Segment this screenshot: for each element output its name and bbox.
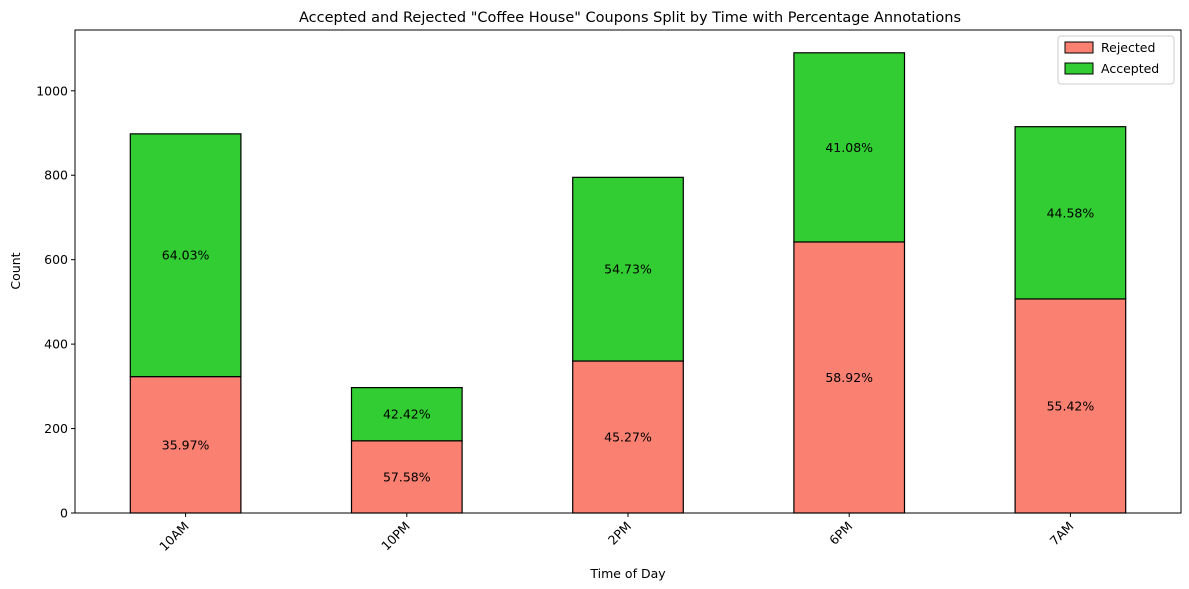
x-tick-label: 7AM <box>1047 519 1077 549</box>
data-label-accepted-10am: 64.03% <box>162 248 210 263</box>
x-axis-label: Time of Day <box>589 566 666 581</box>
bar-accepted-10pm <box>350 387 463 442</box>
bar-accepted-6pm <box>793 52 906 243</box>
data-label-rejected-6pm: 58.92% <box>825 370 873 385</box>
data-label-rejected-10pm: 57.58% <box>383 469 431 484</box>
y-tick-label: 0 <box>60 506 68 521</box>
data-label-accepted-2pm: 54.73% <box>604 262 652 277</box>
x-tick-label: 6PM <box>826 519 855 548</box>
legend-swatch-rejected <box>1064 41 1094 54</box>
legend: Rejected Accepted <box>1057 35 1175 85</box>
data-label-rejected-10am: 35.97% <box>162 437 210 452</box>
y-tick-label: 400 <box>44 337 68 352</box>
bar-accepted-2pm <box>572 176 684 362</box>
bar-accepted-7am <box>1014 126 1127 300</box>
data-label-rejected-2pm: 45.27% <box>604 430 652 445</box>
data-label-rejected-7am: 55.42% <box>1047 398 1095 413</box>
bar-rejected-2pm <box>572 360 684 514</box>
y-tick-label: 800 <box>44 168 68 183</box>
legend-swatch-accepted <box>1064 62 1094 75</box>
legend-label-rejected: Rejected <box>1101 40 1155 55</box>
bar-accepted-10am <box>129 133 242 378</box>
bars-group <box>129 52 1127 514</box>
data-label-accepted-6pm: 41.08% <box>825 140 873 155</box>
y-tick-label: 200 <box>44 421 68 436</box>
y-axis: 0 200 400 600 800 1000 <box>36 83 75 521</box>
y-tick-label: 600 <box>44 252 68 267</box>
y-axis-label: Count <box>8 252 23 289</box>
x-tick-label: 10AM <box>156 519 192 555</box>
data-label-accepted-10pm: 42.42% <box>383 407 431 422</box>
x-tick-label: 10PM <box>378 519 413 554</box>
y-tick-label: 1000 <box>36 83 68 98</box>
bar-rejected-10am <box>129 376 242 514</box>
legend-label-accepted: Accepted <box>1101 61 1159 76</box>
x-axis: 10AM 10PM 2PM 6PM 7AM <box>156 513 1077 555</box>
chart-title: Accepted and Rejected "Coffee House" Cou… <box>299 10 961 26</box>
data-label-accepted-7am: 44.58% <box>1047 205 1095 220</box>
data-labels-group: 35.97% 64.03% 57.58% 42.42% 45.27% 54.73% 58.9… <box>162 140 1095 485</box>
x-tick-label: 2PM <box>605 519 634 548</box>
